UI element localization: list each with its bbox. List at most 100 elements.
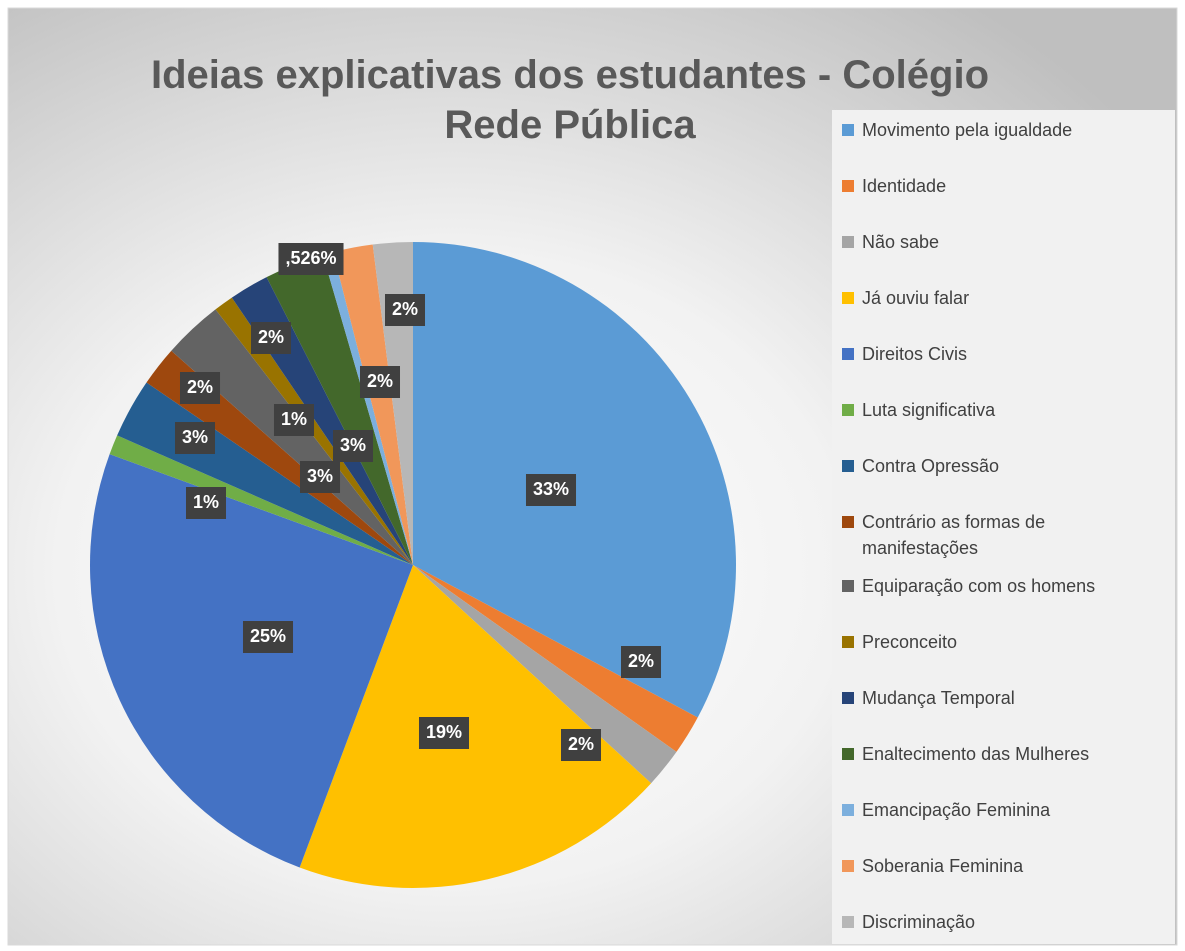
legend-label: Já ouviu falar bbox=[862, 288, 970, 308]
legend-item: Não sabe bbox=[842, 229, 1172, 255]
legend-label: Contrário as formas de manifestações bbox=[862, 512, 1046, 558]
data-label-text: 3% bbox=[182, 427, 208, 447]
legend-swatch bbox=[842, 636, 854, 648]
data-label: 19% bbox=[418, 717, 470, 749]
pie-slice bbox=[109, 435, 413, 565]
data-label-box bbox=[359, 366, 401, 398]
legend-swatch bbox=[842, 804, 854, 816]
legend-item: Emancipação Feminina bbox=[842, 797, 1172, 823]
data-label-text: ,526% bbox=[285, 248, 336, 268]
data-label-box bbox=[250, 322, 292, 354]
data-label-box bbox=[620, 646, 662, 678]
legend-item: Discriminação bbox=[842, 909, 1172, 935]
data-label: 2% bbox=[179, 372, 221, 404]
data-label-box bbox=[273, 404, 315, 436]
pie-slice bbox=[171, 309, 413, 565]
legend-item: Luta significativa bbox=[842, 397, 1172, 423]
data-label: 33% bbox=[525, 474, 577, 506]
legend-swatch bbox=[842, 404, 854, 416]
legend-label: Enaltecimento das Mulheres bbox=[862, 744, 1090, 764]
data-label-text: 2% bbox=[367, 371, 393, 391]
legend-swatch bbox=[842, 460, 854, 472]
data-label-text: 2% bbox=[568, 734, 594, 754]
data-label: 1% bbox=[185, 487, 227, 519]
data-label: ,526% bbox=[278, 243, 344, 275]
legend-item: Soberania Feminina bbox=[842, 853, 1172, 879]
legend-swatch bbox=[842, 580, 854, 592]
legend-item: Movimento pela igualdade bbox=[842, 117, 1172, 143]
legend-label: Mudança Temporal bbox=[862, 688, 1015, 708]
legend: Movimento pela igualdade Identidade Não sa… bbox=[832, 110, 1175, 944]
data-label-box bbox=[299, 461, 341, 493]
data-label-text: 3% bbox=[340, 435, 366, 455]
data-label-box bbox=[332, 430, 374, 462]
data-label-box bbox=[242, 621, 294, 653]
legend-swatch bbox=[842, 292, 854, 304]
legend-swatch bbox=[842, 236, 854, 248]
data-label: 2% bbox=[359, 366, 401, 398]
data-label: 2% bbox=[384, 294, 426, 326]
data-label-text: 2% bbox=[392, 299, 418, 319]
data-label-box bbox=[560, 729, 602, 761]
data-label-box bbox=[179, 372, 221, 404]
legend-item: Enaltecimento das Mulheres bbox=[842, 741, 1172, 767]
legend-swatch bbox=[842, 348, 854, 360]
legend-item: Já ouviu falar bbox=[842, 285, 1172, 311]
legend-swatch bbox=[842, 516, 854, 528]
pie-slice bbox=[333, 244, 413, 566]
data-label: 3% bbox=[299, 461, 341, 493]
legend-label: Equiparação com os homens bbox=[862, 576, 1096, 596]
pie-slice bbox=[322, 252, 413, 565]
legend-label: Movimento pela igualdade bbox=[862, 120, 1073, 140]
data-label-text: 2% bbox=[628, 651, 654, 671]
data-label: 3% bbox=[174, 422, 216, 454]
data-label-text: 3% bbox=[307, 466, 333, 486]
legend-swatch bbox=[842, 748, 854, 760]
legend-swatch bbox=[842, 692, 854, 704]
legend-swatch bbox=[842, 124, 854, 136]
data-label-box bbox=[185, 487, 227, 519]
legend-item: Contra Opressão bbox=[842, 453, 1172, 479]
pie-slice bbox=[90, 454, 414, 868]
legend-item: Contrário as formas de manifestações bbox=[842, 509, 1172, 561]
data-label: 25% bbox=[242, 621, 294, 653]
legend-item: Preconceito bbox=[842, 629, 1172, 655]
legend-label: Luta significativa bbox=[862, 400, 996, 420]
data-label: 3% bbox=[332, 430, 374, 462]
data-label-text: 2% bbox=[258, 327, 284, 347]
data-label: 2% bbox=[250, 322, 292, 354]
pie-slice bbox=[266, 254, 413, 566]
legend-item: Equiparação com os homens bbox=[842, 573, 1172, 599]
legend-item: Identidade bbox=[842, 173, 1172, 199]
legend-label: Preconceito bbox=[862, 632, 958, 652]
data-label: 1% bbox=[273, 404, 315, 436]
legend-item: Mudança Temporal bbox=[842, 685, 1172, 711]
data-label-box bbox=[174, 422, 216, 454]
legend-label: Não sabe bbox=[862, 232, 940, 252]
legend-label: Emancipação Feminina bbox=[862, 800, 1051, 820]
legend-label: Discriminação bbox=[862, 912, 976, 932]
pie-slice bbox=[299, 565, 652, 889]
legend-swatch bbox=[842, 916, 854, 928]
legend-label: Contra Opressão bbox=[862, 456, 1000, 476]
pie-slice bbox=[146, 350, 413, 565]
data-label: 2% bbox=[560, 729, 602, 761]
legend-item: Direitos Civis bbox=[842, 341, 1172, 367]
data-label-box bbox=[418, 717, 470, 749]
data-label-text: 1% bbox=[281, 409, 307, 429]
legend-swatch bbox=[842, 180, 854, 192]
legend-label: Identidade bbox=[862, 176, 947, 196]
data-label-text: 33% bbox=[533, 479, 569, 499]
data-label-text: 25% bbox=[250, 626, 286, 646]
data-label-text: 19% bbox=[426, 722, 462, 742]
data-label-box bbox=[525, 474, 577, 506]
pie-slice bbox=[215, 297, 413, 565]
data-label-box bbox=[278, 243, 344, 275]
data-label-text: 2% bbox=[187, 377, 213, 397]
data-label-box bbox=[384, 294, 426, 326]
pie-slice bbox=[413, 565, 677, 784]
legend-label: Soberania Feminina bbox=[862, 856, 1024, 876]
legend-label: Direitos Civis bbox=[862, 344, 968, 364]
pie-slice bbox=[413, 565, 698, 752]
